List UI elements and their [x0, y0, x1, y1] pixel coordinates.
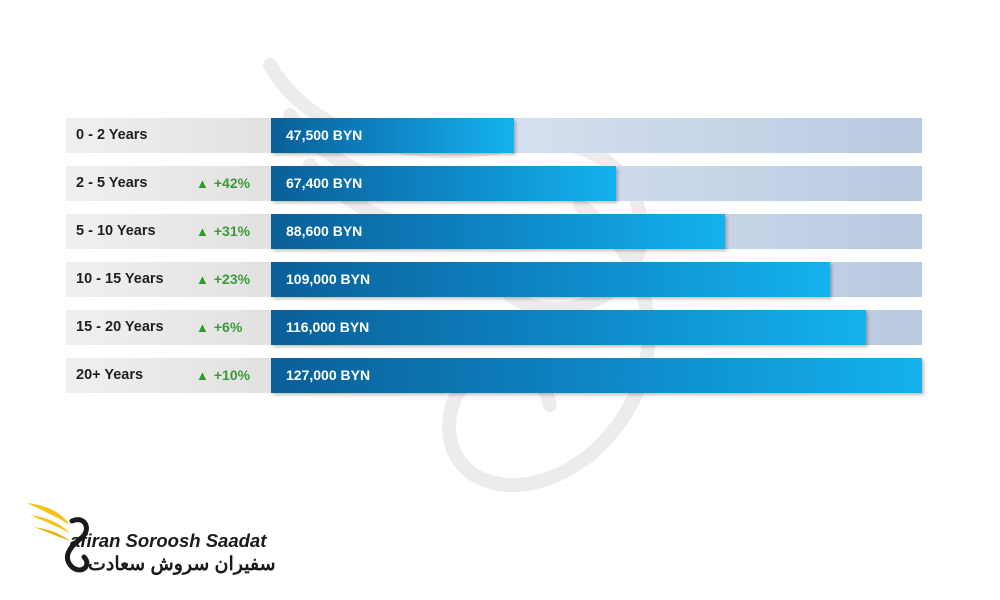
value-label: 88,600 BYN [286, 223, 363, 239]
triangle-up-icon: ▲ [196, 272, 209, 287]
swan-wing-icon [27, 503, 90, 573]
bar [271, 262, 830, 297]
brand-name-fa: سفیران سروش سعادت [88, 554, 276, 575]
growth-value: +10% [213, 367, 251, 383]
chart-row: 0 - 2 Years 47,500 BYN [66, 118, 922, 153]
chart-row: 15 - 20 Years ▲ +6% 116,000 BYN [66, 310, 922, 345]
growth-value: +6% [213, 319, 243, 335]
value-label: 67,400 BYN [286, 175, 363, 191]
category-label: 0 - 2 Years [76, 127, 148, 143]
growth-label: ▲ +23% [196, 262, 250, 297]
growth-label: ▲ +6% [196, 310, 242, 345]
triangle-up-icon: ▲ [196, 176, 209, 191]
growth-value: +42% [213, 175, 251, 191]
bar [271, 214, 725, 249]
bar [271, 166, 616, 201]
growth-value: +31% [213, 223, 251, 239]
growth-label: ▲ +10% [196, 358, 250, 393]
chart-row: 5 - 10 Years ▲ +31% 88,600 BYN [66, 214, 922, 249]
category-label: 5 - 10 Years [76, 223, 156, 239]
category-cell: 0 - 2 Years [66, 118, 271, 153]
category-cell: 20+ Years ▲ +10% [66, 358, 271, 393]
category-label: 10 - 15 Years [76, 271, 164, 287]
value-label: 127,000 BYN [286, 367, 371, 383]
triangle-up-icon: ▲ [196, 368, 209, 383]
growth-value: +23% [213, 271, 251, 287]
triangle-up-icon: ▲ [196, 224, 209, 239]
bar [271, 358, 922, 393]
category-cell: 10 - 15 Years ▲ +23% [66, 262, 271, 297]
growth-label: ▲ +42% [196, 166, 250, 201]
category-cell: 5 - 10 Years ▲ +31% [66, 214, 271, 249]
chart-row: 20+ Years ▲ +10% 127,000 BYN [66, 358, 922, 393]
bar [271, 118, 514, 153]
value-label: 116,000 BYN [286, 319, 370, 335]
triangle-up-icon: ▲ [196, 320, 209, 335]
bar [271, 310, 866, 345]
category-label: 2 - 5 Years [76, 175, 148, 191]
category-cell: 15 - 20 Years ▲ +6% [66, 310, 271, 345]
brand-logo [27, 503, 90, 573]
growth-label: ▲ +31% [196, 214, 250, 249]
category-label: 15 - 20 Years [76, 319, 164, 335]
value-label: 47,500 BYN [286, 127, 363, 143]
value-label: 109,000 BYN [286, 271, 371, 287]
category-cell: 2 - 5 Years ▲ +42% [66, 166, 271, 201]
category-label: 20+ Years [76, 367, 144, 383]
chart-row: 10 - 15 Years ▲ +23% 109,000 BYN [66, 262, 922, 297]
brand-name: afiran Soroosh Saadat [70, 530, 267, 551]
chart-row: 2 - 5 Years ▲ +42% 67,400 BYN [66, 166, 922, 201]
